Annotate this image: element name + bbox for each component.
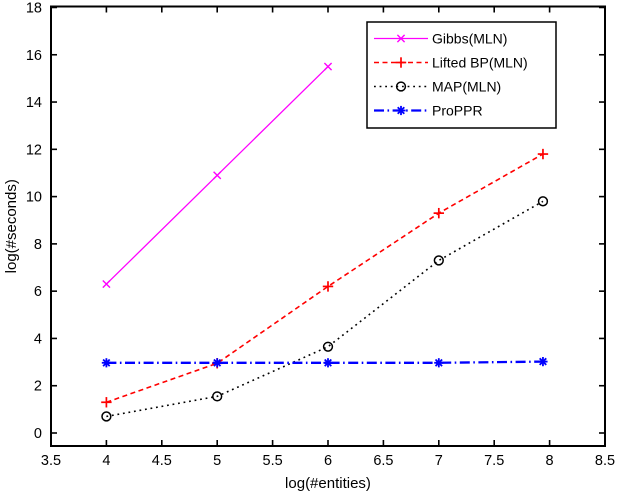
legend-box <box>366 21 557 129</box>
x-tick-label: 6.5 <box>373 453 393 469</box>
plus-marker <box>322 281 334 292</box>
legend-item-map-mln: MAP(MLN) <box>374 79 501 95</box>
y-tick-label: 4 <box>34 331 42 347</box>
axis-ticks: 3.5 4 4.5 5 5.5 6 6.5 7 7.5 8 8.5 0 2 4 6 8 10 12 14 16 18 <box>26 0 615 469</box>
circle-marker-shape <box>395 81 407 92</box>
y-tick-label: 2 <box>34 379 42 395</box>
series-proppr-line <box>106 360 543 364</box>
x-tick-label: 7 <box>435 453 443 469</box>
series-lifted-bp-mln <box>101 148 549 408</box>
asterisk-marker-stroke <box>397 106 405 115</box>
circle-marker <box>322 341 334 352</box>
x-marker <box>102 279 111 289</box>
plus-marker <box>101 397 112 408</box>
legend-label: ProPPR <box>432 103 483 119</box>
x-marker <box>323 62 333 71</box>
x-marker-stroke <box>213 171 222 180</box>
legend-label: MAP(MLN) <box>432 79 501 95</box>
x-tick-label: 5 <box>213 453 221 469</box>
legend-label: Gibbs(MLN) <box>432 31 507 47</box>
circle-marker-shape <box>212 391 223 402</box>
x-marker-stroke <box>396 34 406 43</box>
circle-marker <box>433 255 444 266</box>
legend-label: Lifted BP(MLN) <box>432 55 528 71</box>
y-tick-label: 14 <box>26 95 42 111</box>
asterisk-marker <box>434 358 444 368</box>
legend-item-gibbs-mln: Gibbs(MLN) <box>374 31 507 47</box>
asterisk-marker <box>323 358 333 368</box>
legend-item-lifted-bp-mln: Lifted BP(MLN) <box>374 55 528 71</box>
y-tick-label: 18 <box>26 0 42 16</box>
series-lifted-bp-mln-line <box>106 153 544 404</box>
x-marker-stroke <box>323 62 333 71</box>
legend-item-proppr: ProPPR <box>374 103 483 119</box>
y-tick-label: 16 <box>26 48 42 64</box>
x-tick-label: 8 <box>546 453 554 469</box>
plus-marker <box>395 57 407 68</box>
asterisk-marker-stroke <box>539 357 547 366</box>
asterisk-marker <box>101 358 111 368</box>
legend: Gibbs(MLN) Lifted BP(MLN) MAP(MLN) ProPPR <box>366 21 557 129</box>
circle-marker-shape <box>433 255 444 266</box>
x-axis-label: log(#entities) <box>285 475 371 492</box>
series-gibbs-mln <box>102 62 333 289</box>
asterisk-marker <box>212 358 222 368</box>
circle-marker <box>395 81 407 92</box>
series-map-mln <box>101 196 549 422</box>
x-tick-label: 5.5 <box>263 453 283 469</box>
asterisk-marker-stroke <box>102 358 111 367</box>
circle-marker-shape <box>101 411 112 422</box>
x-tick-label: 6 <box>324 453 332 469</box>
plus-marker <box>433 207 444 219</box>
circle-marker-shape <box>537 196 549 207</box>
x-tick-label: 8.5 <box>595 453 615 469</box>
x-marker-stroke <box>102 279 111 289</box>
plus-marker <box>537 148 549 160</box>
y-tick-label: 0 <box>34 426 42 442</box>
x-marker <box>213 171 222 180</box>
y-tick-label: 6 <box>34 284 42 300</box>
y-axis-label: log(#seconds) <box>3 179 20 273</box>
circle-marker <box>212 391 223 402</box>
y-tick-label: 10 <box>26 190 42 206</box>
circle-marker <box>537 196 549 207</box>
x-tick-label: 7.5 <box>484 453 504 469</box>
series-proppr <box>101 357 548 368</box>
x-marker <box>396 34 406 43</box>
asterisk-marker <box>396 105 406 116</box>
circle-marker-shape <box>322 341 334 352</box>
x-tick-label: 4.5 <box>152 453 172 469</box>
asterisk-marker <box>538 357 548 367</box>
x-tick-label: 3.5 <box>41 453 61 469</box>
asterisk-marker-stroke <box>213 358 222 367</box>
y-tick-label: 12 <box>26 142 42 158</box>
x-tick-label: 4 <box>102 453 110 469</box>
circle-marker <box>101 411 112 422</box>
asterisk-marker-stroke <box>434 358 443 367</box>
asterisk-marker-stroke <box>324 358 332 367</box>
y-tick-label: 8 <box>34 237 42 253</box>
